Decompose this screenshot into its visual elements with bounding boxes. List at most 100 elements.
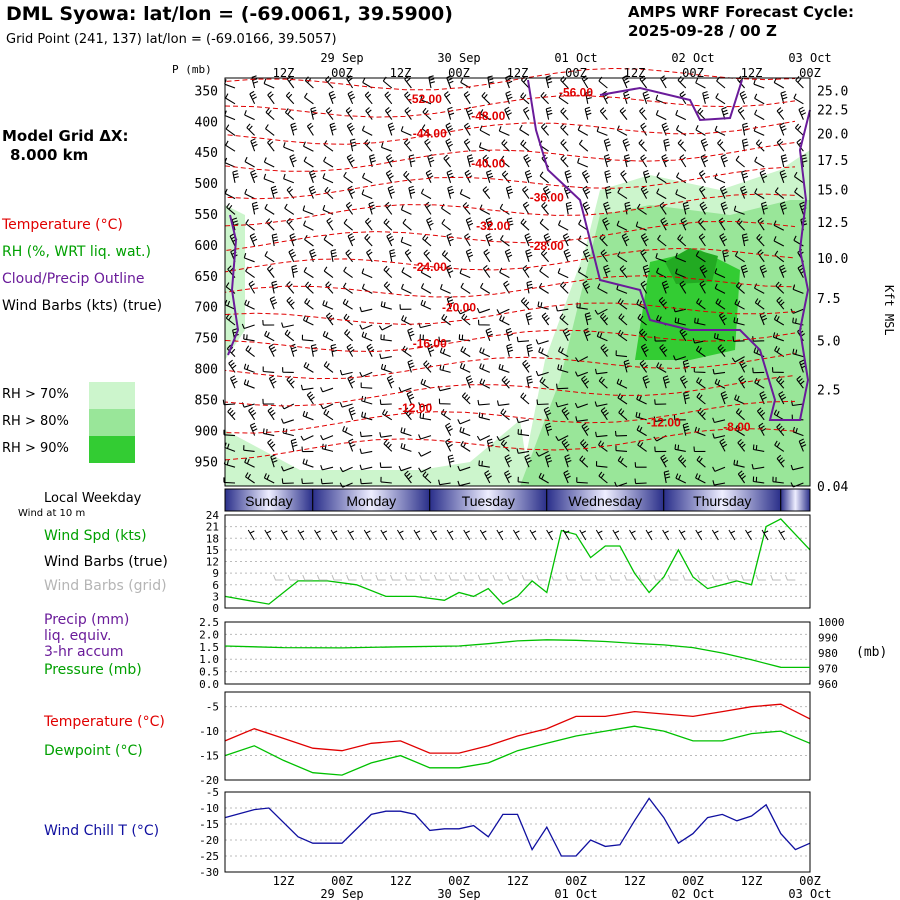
wind-barb: [792, 284, 804, 294]
wind-barb: [582, 185, 591, 199]
wind-barb: [366, 249, 373, 263]
wind-barb: [408, 154, 416, 168]
wind-barb: [629, 529, 636, 541]
wind-barb: [330, 529, 338, 541]
wind-barb: [362, 172, 373, 184]
wind-barb: [675, 189, 687, 200]
wind-barb: [679, 280, 687, 294]
panel-frame: [224, 514, 811, 609]
wind-barb: [439, 347, 451, 358]
wind-barb: [445, 138, 453, 152]
wind-barb: [711, 574, 723, 581]
y-tick-label: -10: [199, 725, 219, 738]
wind-barb: [504, 470, 512, 484]
wind-barb: [366, 343, 375, 357]
wind-barb: [361, 331, 373, 342]
wind-barb: [798, 438, 807, 452]
wind-barb: [322, 300, 334, 310]
pressure-tick-label: 400: [195, 115, 218, 130]
wind-barb: [793, 235, 804, 247]
wind-barb: [339, 369, 353, 376]
wind-barb: [758, 422, 767, 436]
wind-barb: [283, 142, 295, 152]
wind-barb: [268, 375, 277, 389]
wind-barb: [579, 455, 589, 468]
height-tick-label: 10.0: [817, 252, 848, 267]
temperature-contour-label: -12.00: [647, 416, 681, 430]
wind-barb: [755, 139, 765, 152]
wind-barb: [793, 93, 804, 105]
bottom-date-label: 03 Oct: [788, 887, 831, 900]
wind-barb: [439, 284, 451, 294]
wind-barb: [326, 217, 334, 231]
wind-barb: [655, 267, 667, 279]
wind-barb: [398, 465, 412, 472]
wind-barb: [500, 408, 510, 421]
wind-barb: [739, 359, 747, 373]
forecast-cycle-value: 2025-09-28 / 00 Z: [628, 22, 777, 40]
wind-barb: [557, 220, 569, 231]
wind-barb: [244, 188, 255, 200]
wind-barb: [599, 312, 609, 326]
wind-barb: [262, 398, 275, 405]
height-tick-label: 5.0: [817, 335, 840, 350]
wind-barb: [460, 282, 471, 294]
wind-barb: [517, 429, 530, 437]
wind-barb: [680, 217, 689, 231]
wind-barb: [603, 264, 611, 278]
wind-barb: [339, 466, 353, 473]
wind-barb: [479, 363, 491, 373]
temperature-contour-label: -8.00: [723, 420, 751, 434]
wind-barb: [642, 169, 651, 183]
wind-barb: [526, 375, 533, 389]
wind-barb: [404, 470, 413, 484]
wind-barb: [348, 438, 356, 452]
wind-barb: [271, 280, 279, 294]
wind-barb: [699, 185, 706, 199]
wind-barb: [479, 529, 487, 541]
wind-barb: [540, 123, 550, 136]
y2-tick-label: 990: [818, 632, 838, 645]
wind-barb: [734, 394, 745, 405]
wind-barb: [780, 90, 788, 104]
wind-barb: [461, 313, 471, 326]
wind-barb: [323, 140, 334, 152]
wind-barb: [406, 391, 415, 405]
wind-barb: [420, 299, 432, 310]
wind-barb: [244, 299, 255, 310]
wind-barb: [249, 422, 258, 436]
wind-barb: [302, 141, 314, 152]
wind-barb: [446, 529, 454, 541]
wind-barb: [576, 477, 588, 484]
wind-barb: [378, 324, 393, 331]
y-tick-label: 21: [206, 521, 219, 534]
wind-barb: [343, 282, 353, 294]
wind-barb: [446, 296, 454, 310]
wind-barb: [753, 283, 765, 294]
bottom-time-tick: 12Z: [624, 874, 646, 888]
height-tick-label: 22.5: [817, 104, 848, 119]
wind-barb: [598, 471, 608, 484]
wind-barb: [331, 574, 342, 581]
temperature-contour-label: -28.00: [530, 239, 564, 253]
wind-barb: [542, 185, 551, 199]
wind-barb: [359, 448, 373, 455]
wind-barb: [672, 355, 686, 361]
wind-barb: [438, 336, 451, 343]
page-title: DML Syowa: lat/lon = (-69.0061, 39.5900): [6, 3, 453, 25]
wind-barb: [667, 574, 679, 581]
wind-barb: [380, 301, 392, 310]
wind-barb: [346, 122, 355, 136]
wind-barb: [224, 110, 236, 121]
legend-precip: Precip (mm): [44, 612, 130, 628]
wind-barb: [424, 201, 432, 215]
wind-barb: [438, 479, 451, 486]
wind-barb: [385, 170, 394, 184]
wind-barb: [540, 249, 550, 263]
y-tick-label: -5: [206, 786, 219, 799]
wind-barb: [595, 461, 608, 468]
wind-barb: [420, 283, 432, 294]
wind-barb: [316, 574, 328, 581]
legend-precip-accum: 3-hr accum: [44, 644, 124, 660]
wind-barb: [526, 280, 533, 294]
